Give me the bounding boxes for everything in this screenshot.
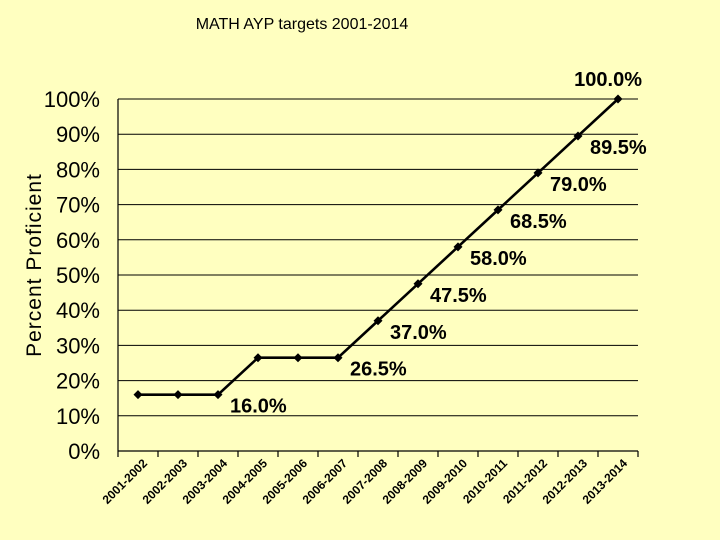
gridlines: [117, 98, 639, 457]
data-point: [493, 205, 503, 215]
data-label: 68.5%: [510, 211, 567, 233]
y-tick-label: 0%: [68, 439, 100, 464]
y-tick-label: 30%: [56, 333, 100, 358]
data-label: 58.0%: [470, 248, 527, 270]
y-tick-label: 10%: [56, 404, 100, 429]
series-line: [138, 98, 619, 396]
data-label: 16.0%: [230, 396, 287, 418]
data-label: 37.0%: [390, 322, 447, 344]
data-point: [413, 279, 423, 289]
y-tick-label: 40%: [56, 298, 100, 323]
data-point: [573, 131, 583, 141]
y-tick-label: 60%: [56, 228, 100, 253]
data-point: [533, 168, 543, 178]
data-point: [213, 390, 223, 400]
data-label: 79.0%: [550, 174, 607, 196]
data-point: [613, 94, 623, 104]
data-labels: 16.0% 26.5% 37.0% 47.5% 58.0% 68.5% 79.0% 89.5%…: [230, 69, 647, 418]
y-tick-label: 90%: [56, 122, 100, 147]
data-point: [133, 390, 143, 400]
data-point: [333, 353, 343, 363]
data-point: [293, 353, 303, 363]
series-math-ayp: [133, 94, 623, 400]
y-tick-labels: 0% 10% 20% 30% 40% 50% 60% 70% 80% 90% 100%: [44, 87, 100, 464]
data-point: [173, 390, 183, 400]
y-tick-label: 70%: [56, 193, 100, 218]
y-tick-label: 80%: [56, 157, 100, 182]
chart-title: MATH AYP targets 2001-2014: [196, 16, 409, 33]
data-label: 89.5%: [590, 137, 647, 159]
data-point: [453, 242, 463, 252]
data-point: [253, 353, 263, 363]
y-axis-label: Percent Proficient: [23, 173, 46, 357]
data-label: 26.5%: [350, 359, 407, 381]
data-label: 47.5%: [430, 285, 487, 307]
data-label: 100.0%: [574, 69, 642, 91]
y-tick-label: 100%: [44, 87, 100, 112]
x-tick-labels: 2001-20022002-20032003-20042004-20052005…: [100, 456, 631, 507]
y-tick-label: 50%: [56, 263, 100, 288]
data-point: [373, 316, 383, 326]
y-tick-label: 20%: [56, 369, 100, 394]
